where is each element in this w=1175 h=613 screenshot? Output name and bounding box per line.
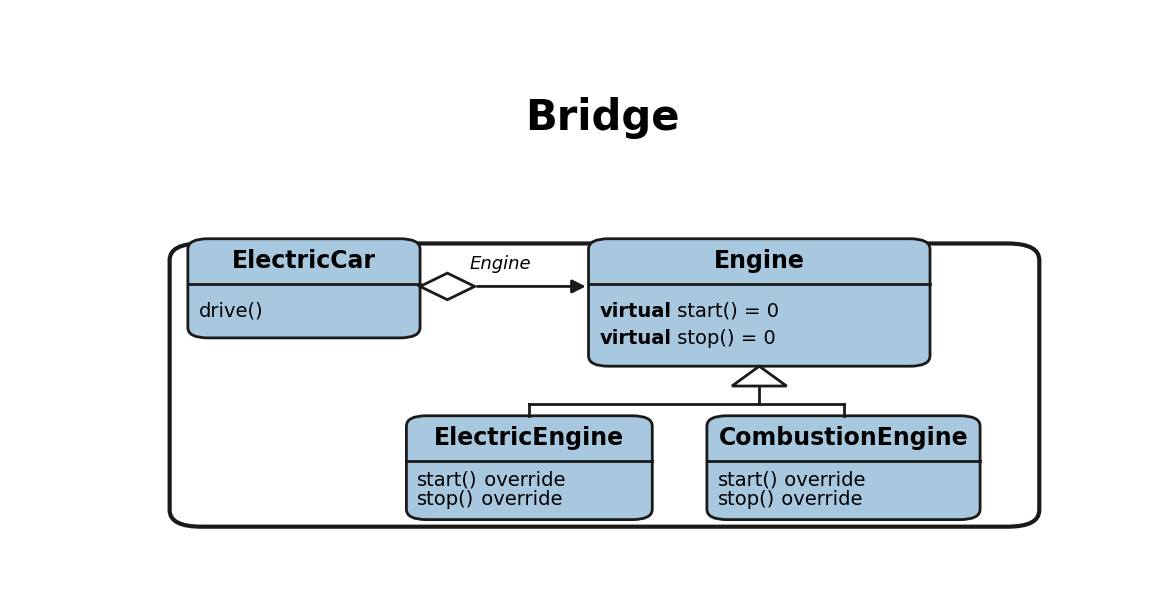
Text: start() = 0: start() = 0 [671,302,779,321]
Text: start(): start() [718,471,778,490]
Polygon shape [421,273,475,300]
Text: ElectricEngine: ElectricEngine [435,426,624,450]
Text: stop(): stop() [718,490,776,509]
Text: virtual: virtual [599,329,671,348]
Text: start(): start() [417,471,478,490]
Text: stop(): stop() [417,490,475,509]
FancyBboxPatch shape [169,243,1039,527]
Polygon shape [732,366,786,386]
Text: override: override [776,490,862,509]
FancyBboxPatch shape [188,238,421,338]
Text: Engine: Engine [469,255,531,273]
Text: override: override [475,490,562,509]
FancyBboxPatch shape [589,238,931,366]
Text: stop() = 0: stop() = 0 [671,329,777,348]
Text: override: override [778,471,866,490]
FancyBboxPatch shape [407,416,652,520]
Text: ElectricCar: ElectricCar [231,249,376,273]
Text: drive(): drive() [199,301,263,320]
Text: virtual: virtual [599,302,671,321]
FancyBboxPatch shape [707,416,980,520]
Text: CombustionEngine: CombustionEngine [719,426,968,450]
Text: Bridge: Bridge [525,97,679,139]
Text: override: override [478,471,565,490]
Text: Engine: Engine [714,249,805,273]
